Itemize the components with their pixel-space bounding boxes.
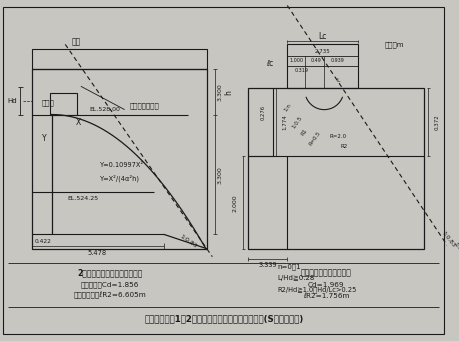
Text: 3.300: 3.300 <box>218 166 223 184</box>
Text: X: X <box>76 118 82 127</box>
Bar <box>32 49 207 69</box>
Text: Y=0.10997X²: Y=0.10997X² <box>101 162 145 168</box>
Text: 2.000: 2.000 <box>232 194 237 212</box>
Text: R1: R1 <box>301 128 309 136</box>
Text: L: L <box>336 78 340 83</box>
Text: 0.319: 0.319 <box>295 68 309 73</box>
Text: 1:n: 1:n <box>283 103 292 113</box>
Text: 躯体基本三角形: 躯体基本三角形 <box>129 102 159 109</box>
Text: 1:0.5: 1:0.5 <box>291 115 303 130</box>
Text: Y=X²/(4α²h): Y=X²/(4α²h) <box>101 174 140 181</box>
Text: ℓc: ℓc <box>266 59 274 68</box>
Text: 越流頂: 越流頂 <box>42 100 55 106</box>
Text: R=0.5: R=0.5 <box>308 131 321 147</box>
Bar <box>248 88 424 249</box>
Text: h: h <box>224 90 233 94</box>
Bar <box>50 93 77 115</box>
Text: 5.478: 5.478 <box>88 250 107 256</box>
Text: 1:n: 1:n <box>453 242 459 252</box>
Text: 1:0.83: 1:0.83 <box>440 230 456 248</box>
Text: Y: Y <box>41 134 46 143</box>
Text: n=0～1: n=0～1 <box>278 263 301 270</box>
Text: 1:0.83: 1:0.83 <box>179 233 197 249</box>
Text: L/Hd≧0.28: L/Hd≧0.28 <box>278 275 315 281</box>
Text: EL.524.25: EL.524.25 <box>67 196 98 201</box>
Text: EL.528.00: EL.528.00 <box>90 107 121 112</box>
Text: ℓR2=1.756m: ℓR2=1.756m <box>303 293 349 299</box>
Text: 1.000: 1.000 <box>289 58 303 63</box>
Text: 2次放物線型越流頂（原形状）: 2次放物線型越流頂（原形状） <box>78 269 143 278</box>
Text: 0.372: 0.372 <box>435 115 440 130</box>
Text: 0.422: 0.422 <box>35 239 52 243</box>
Text: 放流能力　Cd=1.856: 放流能力 Cd=1.856 <box>81 282 139 288</box>
Text: 越頂: 越頂 <box>71 37 81 46</box>
Text: R=2.0: R=2.0 <box>330 134 347 139</box>
Text: 曲面縮工長　ℓR2=6.605m: 曲面縮工長 ℓR2=6.605m <box>73 292 146 299</box>
Text: Cd=1.969: Cd=1.969 <box>308 282 344 288</box>
Text: 単位：m: 単位：m <box>385 41 404 48</box>
Text: 0.939: 0.939 <box>331 58 345 63</box>
Text: Lc: Lc <box>318 32 326 41</box>
Bar <box>32 69 207 249</box>
Text: Hd: Hd <box>8 98 17 104</box>
Bar <box>287 44 358 88</box>
Text: 図－１　図－1　2次放物線型越流頂と円弧越流頂(Sダムの事例): 図－１ 図－1 2次放物線型越流頂と円弧越流頂(Sダムの事例) <box>144 314 303 324</box>
Text: 3.300: 3.300 <box>218 83 223 101</box>
Text: 0.49: 0.49 <box>311 58 322 63</box>
Text: 円弧越流頂（改造形等）: 円弧越流頂（改造形等） <box>301 269 352 278</box>
Text: 1.774: 1.774 <box>282 115 287 130</box>
Text: 3.339: 3.339 <box>258 263 277 268</box>
Text: 2.735: 2.735 <box>314 49 330 54</box>
Text: R2: R2 <box>340 144 347 149</box>
Text: 0.276: 0.276 <box>260 105 265 120</box>
Text: R2/Hd≧1.0　Hd/Lc>0.25: R2/Hd≧1.0 Hd/Lc>0.25 <box>278 286 357 293</box>
